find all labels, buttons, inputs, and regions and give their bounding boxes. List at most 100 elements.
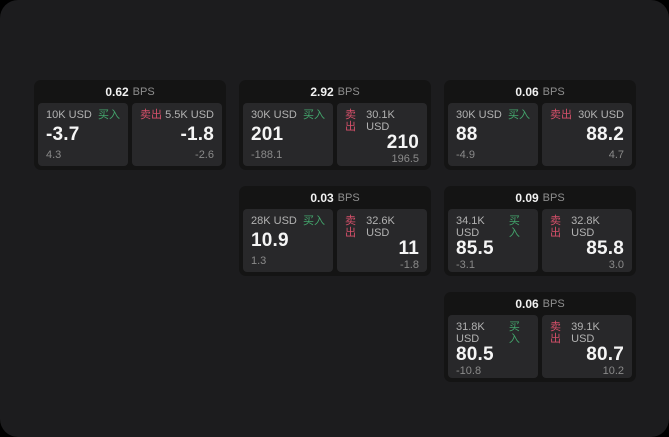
sell-change: 10.2: [602, 365, 624, 378]
sell-tag: 卖出: [140, 109, 162, 121]
quote-panels: 30K USD 买入 201 -188.1 卖出 30.1K USD 210 1…: [243, 103, 427, 166]
quote-card: 0.62 BPS 10K USD 买入 -3.7 4.3 卖出 5.5K USD: [34, 80, 226, 170]
sell-change: -2.6: [195, 148, 214, 161]
sell-panel-top: 卖出 32.8K USD: [550, 215, 624, 239]
sell-panel[interactable]: 卖出 30.1K USD 210 196.5: [337, 103, 427, 166]
buy-amount: 28K USD: [251, 215, 297, 227]
buy-tag: 买入: [303, 215, 325, 227]
quote-panels: 30K USD 买入 88 -4.9 卖出 30K USD 88.2 4.7: [448, 103, 632, 166]
buy-panel[interactable]: 34.1K USD 买入 85.5 -3.1: [448, 209, 538, 272]
quote-card: 0.03 BPS 28K USD 买入 10.9 1.3 卖出 32.6K US…: [239, 186, 431, 276]
buy-panel-top: 10K USD 买入: [46, 109, 120, 121]
bps-value: 0.09: [515, 190, 539, 205]
sell-price: 210: [386, 132, 419, 154]
bps-header: 0.06 BPS: [448, 80, 632, 103]
bps-value: 2.92: [310, 84, 334, 99]
buy-price: 10.9: [251, 230, 289, 252]
sell-price: 11: [398, 238, 419, 260]
buy-change: 1.3: [251, 254, 267, 267]
quote-card: 0.09 BPS 34.1K USD 买入 85.5 -3.1 卖出 32.8K…: [444, 186, 636, 276]
buy-tag: 买入: [98, 109, 120, 121]
sell-change: -1.8: [400, 259, 419, 272]
buy-change: -3.1: [456, 259, 475, 272]
sell-panel[interactable]: 卖出 32.8K USD 85.8 3.0: [542, 209, 632, 272]
buy-amount: 34.1K USD: [456, 215, 485, 240]
buy-price: 201: [251, 124, 284, 146]
sell-tag: 卖出: [550, 109, 572, 121]
bps-unit: BPS: [337, 191, 360, 204]
buy-amount: 31.8K USD: [456, 321, 485, 346]
bps-header: 0.62 BPS: [38, 80, 222, 103]
sell-price: 80.7: [586, 344, 624, 366]
sell-panel[interactable]: 卖出 32.6K USD 11 -1.8: [337, 209, 427, 272]
sell-change: 4.7: [608, 148, 624, 161]
bps-value: 0.06: [515, 84, 539, 99]
buy-panel[interactable]: 31.8K USD 买入 80.5 -10.8: [448, 315, 538, 378]
buy-tag: 买入: [303, 109, 325, 121]
sell-amount: 5.5K USD: [165, 109, 214, 121]
sell-panel[interactable]: 卖出 5.5K USD -1.8 -2.6: [132, 103, 222, 166]
sell-panel-top: 卖出 39.1K USD: [550, 321, 624, 345]
buy-panel-top: 28K USD 买入: [251, 215, 325, 227]
bps-value: 0.62: [105, 84, 129, 99]
buy-change: -188.1: [251, 148, 283, 161]
buy-price: 88: [456, 124, 478, 146]
sell-panel-top: 卖出 30.1K USD: [345, 109, 419, 133]
sell-tag: 卖出: [550, 321, 561, 346]
sell-tag: 卖出: [550, 215, 561, 240]
buy-amount: 30K USD: [251, 109, 297, 121]
buy-tag: 买入: [508, 321, 520, 346]
bps-unit: BPS: [337, 85, 360, 98]
buy-panel[interactable]: 30K USD 买入 201 -188.1: [243, 103, 333, 166]
quote-card: 0.06 BPS 30K USD 买入 88 -4.9 卖出 30K USD: [444, 80, 636, 170]
quote-panels: 34.1K USD 买入 85.5 -3.1 卖出 32.8K USD 85.8…: [448, 209, 632, 272]
sell-amount: 39.1K USD: [571, 321, 600, 346]
buy-price: 85.5: [456, 238, 494, 260]
buy-amount: 10K USD: [46, 109, 92, 121]
bps-header: 2.92 BPS: [243, 80, 427, 103]
buy-tag: 买入: [508, 109, 530, 121]
buy-panel[interactable]: 10K USD 买入 -3.7 4.3: [38, 103, 128, 166]
bps-unit: BPS: [132, 85, 155, 98]
buy-change: -10.8: [456, 365, 482, 378]
sell-panel[interactable]: 卖出 30K USD 88.2 4.7: [542, 103, 632, 166]
bps-unit: BPS: [542, 297, 565, 310]
bps-unit: BPS: [542, 85, 565, 98]
sell-tag: 卖出: [345, 215, 356, 240]
buy-price: 80.5: [456, 344, 494, 366]
sell-price: -1.8: [180, 124, 214, 146]
bps-header: 0.09 BPS: [448, 186, 632, 209]
buy-panel[interactable]: 30K USD 买入 88 -4.9: [448, 103, 538, 166]
sell-amount: 32.8K USD: [571, 215, 600, 240]
sell-amount: 30K USD: [578, 109, 624, 121]
quote-cards-grid: 0.62 BPS 10K USD 买入 -3.7 4.3 卖出 5.5K USD: [34, 80, 636, 382]
buy-change: -4.9: [456, 148, 475, 161]
quote-card: 0.06 BPS 31.8K USD 买入 80.5 -10.8 卖出 39.1…: [444, 292, 636, 382]
quote-panels: 28K USD 买入 10.9 1.3 卖出 32.6K USD 11 -1.8: [243, 209, 427, 272]
quote-panels: 31.8K USD 买入 80.5 -10.8 卖出 39.1K USD 80.…: [448, 315, 632, 378]
sell-panel[interactable]: 卖出 39.1K USD 80.7 10.2: [542, 315, 632, 378]
bps-header: 0.06 BPS: [448, 292, 632, 315]
buy-panel-top: 30K USD 买入: [456, 109, 530, 121]
buy-price: -3.7: [46, 124, 80, 146]
quote-panels: 10K USD 买入 -3.7 4.3 卖出 5.5K USD -1.8 -2.…: [38, 103, 222, 166]
buy-change: 4.3: [46, 148, 62, 161]
sell-panel-top: 卖出 30K USD: [550, 109, 624, 121]
bps-unit: BPS: [542, 191, 565, 204]
buy-tag: 买入: [508, 215, 520, 240]
sell-amount: 32.6K USD: [366, 215, 395, 240]
sell-panel-top: 卖出 5.5K USD: [140, 109, 214, 121]
buy-panel-top: 30K USD 买入: [251, 109, 325, 121]
sell-price: 88.2: [586, 124, 624, 146]
sell-amount: 30.1K USD: [366, 109, 395, 134]
buy-panel-top: 31.8K USD 买入: [456, 321, 530, 345]
sell-change: 3.0: [608, 259, 624, 272]
buy-panel[interactable]: 28K USD 买入 10.9 1.3: [243, 209, 333, 272]
buy-amount: 30K USD: [456, 109, 502, 121]
sell-price: 85.8: [586, 238, 624, 260]
bps-value: 0.03: [310, 190, 334, 205]
quote-card: 2.92 BPS 30K USD 买入 201 -188.1 卖出 30.1K …: [239, 80, 431, 170]
sell-change: 196.5: [391, 153, 419, 166]
sell-panel-top: 卖出 32.6K USD: [345, 215, 419, 239]
